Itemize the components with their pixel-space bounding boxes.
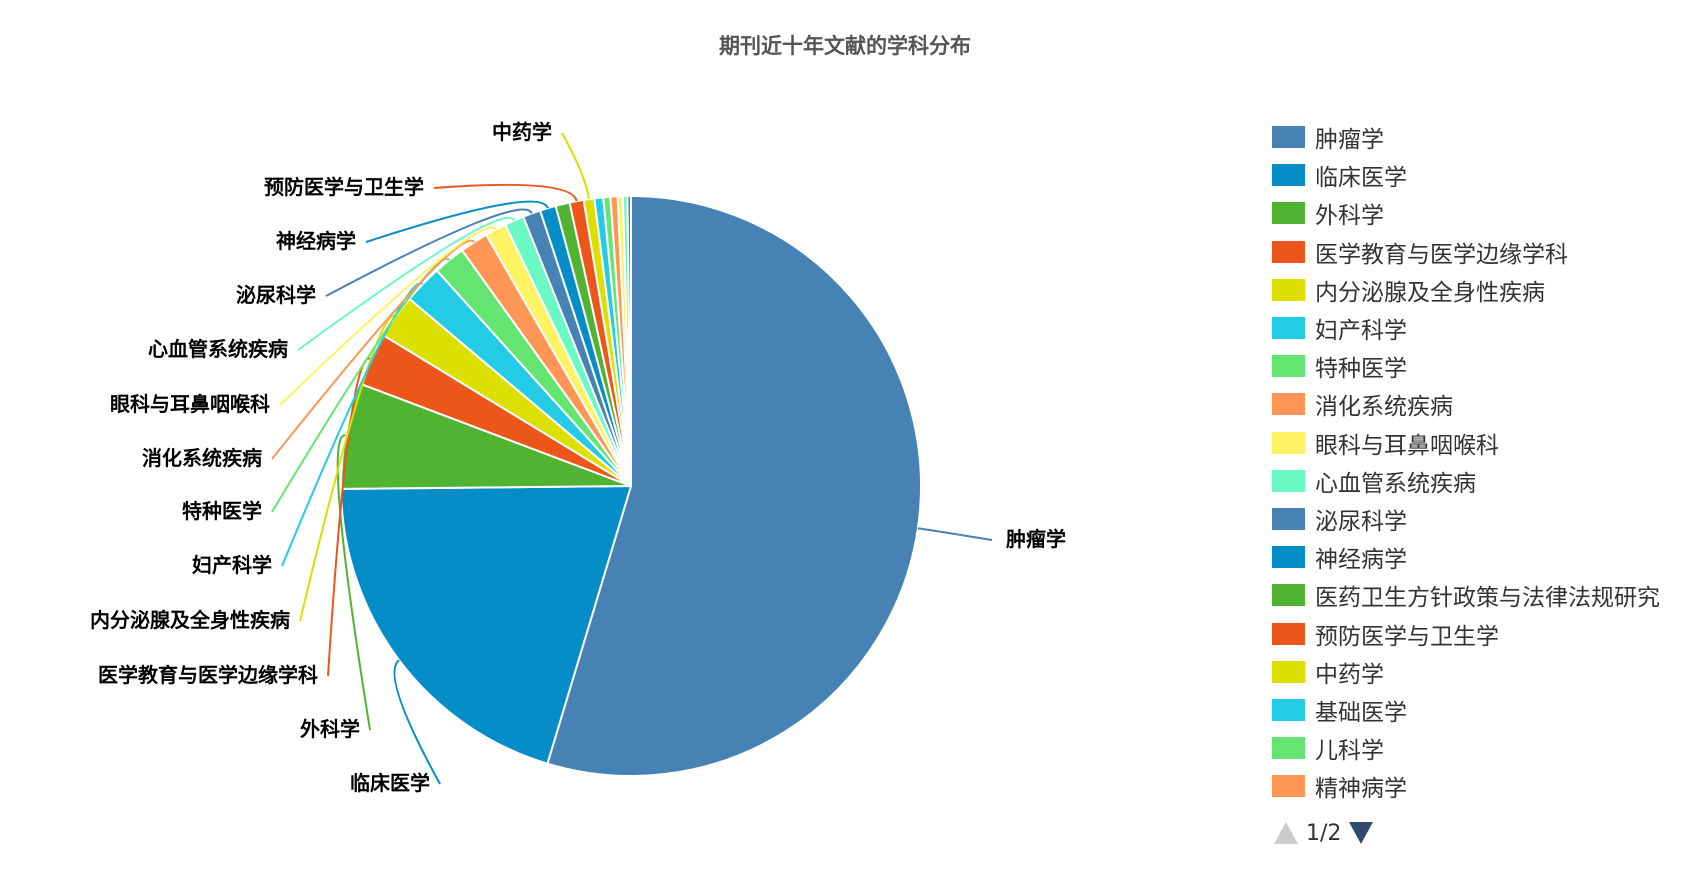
legend-label: 眼科与耳鼻咽喉科 xyxy=(1315,432,1499,459)
legend-item-9[interactable]: 眼科与耳鼻咽喉科 xyxy=(1272,424,1682,462)
label-connector-2 xyxy=(393,659,441,785)
legend-swatch xyxy=(1272,240,1305,263)
legend-item-18[interactable]: 精神病学 xyxy=(1272,767,1682,805)
legend-swatch xyxy=(1272,660,1305,683)
pie-slices xyxy=(339,194,922,777)
triangle-up-icon[interactable] xyxy=(1274,822,1298,844)
legend-item-16[interactable]: 基础医学 xyxy=(1272,691,1682,729)
pie-slice-2[interactable] xyxy=(339,484,633,765)
label-connector-6 xyxy=(281,282,424,567)
legend-label: 神经病学 xyxy=(1315,547,1407,574)
legend-swatch xyxy=(1272,317,1305,340)
legend-label: 预防医学与卫生学 xyxy=(1315,623,1499,650)
legend-swatch xyxy=(1272,622,1305,645)
slice-label-6: 妇产科学 xyxy=(192,553,272,577)
legend-label: 基础医学 xyxy=(1315,699,1407,726)
legend-label: 医学教育与医学边缘学科 xyxy=(1315,241,1568,268)
slice-label-9: 眼科与耳鼻咽喉科 xyxy=(110,392,270,416)
slice-label-14: 预防医学与卫生学 xyxy=(264,175,424,199)
label-connector-10 xyxy=(297,216,516,351)
legend-swatch xyxy=(1272,546,1305,569)
label-connector-1 xyxy=(917,527,993,541)
legend-item-17[interactable]: 儿科学 xyxy=(1272,729,1682,767)
slice-label-5: 内分泌腺及全身性疾病 xyxy=(90,608,290,632)
legend-label: 儿科学 xyxy=(1315,738,1384,765)
legend-swatch xyxy=(1272,431,1305,454)
legend-label: 临床医学 xyxy=(1315,165,1407,192)
legend-item-15[interactable]: 中药学 xyxy=(1272,653,1682,691)
slice-label-4: 医学教育与医学边缘学科 xyxy=(98,663,318,687)
legend-label: 医药卫生方针政策与法律法规研究 xyxy=(1315,585,1660,612)
chart-title: 期刊近十年文献的学科分布 xyxy=(719,34,971,58)
slice-label-10: 心血管系统疾病 xyxy=(148,337,288,361)
label-connector-15 xyxy=(561,132,590,200)
legend-label: 肿瘤学 xyxy=(1315,127,1384,154)
legend-label: 心血管系统疾病 xyxy=(1315,470,1476,497)
label-connector-9 xyxy=(279,226,497,406)
legend-item-11[interactable]: 泌尿科学 xyxy=(1272,500,1682,538)
legend-swatch xyxy=(1272,393,1305,416)
slice-label-12: 神经病学 xyxy=(276,229,356,253)
legend-swatch xyxy=(1272,775,1305,798)
legend-label: 泌尿科学 xyxy=(1315,508,1407,535)
slice-label-2: 临床医学 xyxy=(350,771,430,795)
legend: 肿瘤学临床医学外科学医学教育与医学边缘学科 内分泌腺及全身性疾病 妇产科学特种医学消… xyxy=(1272,118,1682,805)
legend-label: 中药学 xyxy=(1315,661,1384,688)
legend-item-14[interactable]: 预防医学与卫生学 xyxy=(1272,614,1682,652)
legend-item-3[interactable]: 外科学 xyxy=(1272,194,1682,232)
slice-label-1: 肿瘤学 xyxy=(1006,527,1066,551)
legend-item-13[interactable]: 医药卫生方针政策与法律法规研究 xyxy=(1272,576,1682,614)
legend-item-7[interactable]: 特种医学 xyxy=(1272,347,1682,385)
legend-pager: 1/2 xyxy=(1274,818,1374,848)
legend-swatch xyxy=(1272,202,1305,225)
legend-item-8[interactable]: 消化系统疾病 xyxy=(1272,385,1682,423)
pie-slice-1[interactable] xyxy=(546,194,922,777)
legend-swatch xyxy=(1272,469,1305,492)
legend-item-12[interactable]: 神经病学 xyxy=(1272,538,1682,576)
legend-swatch xyxy=(1272,355,1305,378)
slice-label-7: 特种医学 xyxy=(182,499,262,523)
legend-label: 内分泌腺及全身性疾病 xyxy=(1315,279,1545,306)
triangle-down-icon[interactable] xyxy=(1349,822,1374,844)
legend-swatch xyxy=(1272,126,1305,149)
legend-label: 消化系统疾病 xyxy=(1315,394,1453,421)
legend-item-4[interactable]: 医学教育与医学边缘学科 xyxy=(1272,233,1682,271)
legend-swatch xyxy=(1272,507,1305,530)
legend-item-2[interactable]: 临床医学 xyxy=(1272,156,1682,194)
legend-item-6[interactable]: 妇产科学 xyxy=(1272,309,1682,347)
label-connector-8 xyxy=(271,239,475,460)
slice-label-15: 中药学 xyxy=(492,120,552,144)
legend-swatch xyxy=(1272,737,1305,760)
pie-slice-21[interactable] xyxy=(626,194,632,487)
label-connector-14 xyxy=(433,183,578,202)
slice-label-8: 消化系统疾病 xyxy=(142,446,262,470)
slice-label-11: 泌尿科学 xyxy=(236,283,316,307)
legend-label: 妇产科学 xyxy=(1315,318,1407,345)
label-connector-12 xyxy=(365,200,549,243)
pager-text: 1/2 xyxy=(1306,820,1342,846)
label-connector-3 xyxy=(336,434,371,731)
legend-item-5[interactable]: 内分泌腺及全身性疾病 xyxy=(1272,271,1682,309)
legend-label: 精神病学 xyxy=(1315,776,1407,803)
legend-swatch xyxy=(1272,584,1305,607)
legend-label: 外科学 xyxy=(1315,203,1384,230)
label-connector-5 xyxy=(299,314,397,622)
label-connector-11 xyxy=(325,208,533,297)
legend-swatch xyxy=(1272,698,1305,721)
legend-swatch xyxy=(1272,278,1305,301)
slice-label-3: 外科学 xyxy=(300,717,360,741)
legend-item-1[interactable]: 肿瘤学 xyxy=(1272,118,1682,156)
legend-swatch xyxy=(1272,164,1305,187)
label-connectors xyxy=(271,132,993,785)
legend-item-10[interactable]: 心血管系统疾病 xyxy=(1272,462,1682,500)
legend-label: 特种医学 xyxy=(1315,356,1407,383)
